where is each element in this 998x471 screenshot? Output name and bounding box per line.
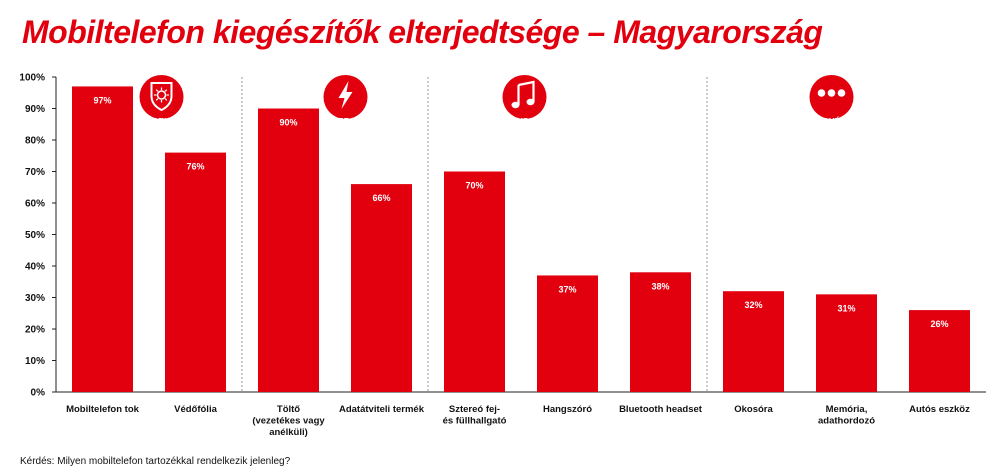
y-tick-label: 90% (25, 104, 45, 115)
bar (537, 275, 598, 392)
group-label: ENERGIA (326, 116, 365, 126)
y-tick-label: 30% (25, 293, 45, 304)
bar (723, 291, 784, 392)
bar-value-label: 90% (279, 118, 297, 128)
x-tick-label: Mobiltelefon tok (66, 404, 140, 415)
x-tick-label: Védőfólia (174, 404, 217, 415)
survey-question: Kérdés: Milyen mobiltelefon tartozékkal … (20, 456, 291, 467)
group-label: AUDIO (511, 116, 539, 126)
bar (630, 272, 691, 392)
bar-value-label: 38% (651, 281, 669, 291)
chart-title: Mobiltelefon kiegészítők elterjedtsége –… (22, 14, 823, 50)
x-tick-label: Hangszóró (543, 404, 592, 415)
x-tick-label: Bluetooth headset (619, 404, 703, 415)
y-tick-label: 100% (19, 73, 45, 84)
y-tick-label: 0% (31, 388, 46, 399)
x-tick-label: Sztereó fej-és füllhallgató (443, 404, 507, 427)
bar (165, 152, 226, 392)
x-tick-label: Töltő (vezetékes vagy anélküli) (252, 404, 325, 438)
lightning-icon (323, 75, 368, 119)
bars: 97% 76% 90% 66% 70% 37% 38% 32% 31% 26% (72, 86, 970, 392)
bar (909, 310, 970, 392)
x-tick-label: Autós eszköz (909, 404, 970, 415)
bar-value-label: 76% (186, 162, 204, 172)
group-separators (241, 77, 708, 392)
bar-value-label: 66% (372, 193, 390, 203)
y-tick-label: 50% (25, 230, 45, 241)
music-note-icon (502, 75, 547, 119)
x-tick-label: Memória, adathordozó (818, 404, 875, 427)
bar (444, 171, 505, 392)
bar (816, 294, 877, 392)
y-tick-label: 40% (25, 262, 45, 273)
y-tick-label: 10% (25, 356, 45, 367)
dots-icon (809, 75, 854, 119)
bar-value-label: 97% (93, 95, 111, 105)
y-tick-label: 60% (25, 199, 45, 210)
bar (351, 184, 412, 392)
x-tick-label: Adatátviteli termék (339, 404, 425, 415)
bar (258, 108, 319, 392)
x-tick-label: Okosóra (734, 404, 773, 415)
bar (72, 86, 133, 392)
bar-value-label: 26% (930, 319, 948, 329)
y-tick-label: 70% (25, 167, 45, 178)
group-label: EGYÉB (817, 116, 847, 126)
shield-icon (139, 75, 184, 119)
y-tick-label: 20% (25, 325, 45, 336)
bar-value-label: 70% (465, 181, 483, 191)
x-axis-labels: Mobiltelefon tok Védőfólia Töltő (vezetékes… (66, 404, 970, 438)
bar-value-label: 37% (558, 284, 576, 294)
bar-value-label: 31% (837, 303, 855, 313)
group-label: VÉDELEM (141, 116, 182, 126)
group-icons: VÉDELEM ENERGIA AUDIO EGYÉB (139, 75, 854, 126)
bar-value-label: 32% (744, 300, 762, 310)
y-tick-label: 80% (25, 136, 45, 147)
